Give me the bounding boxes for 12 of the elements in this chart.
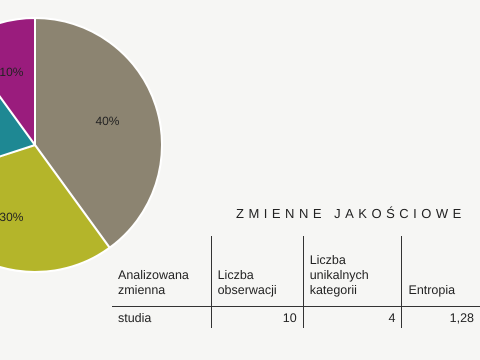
- data-label: 10%: [0, 64, 24, 79]
- text: Liczba obserwacji: [211, 236, 304, 306]
- text: Liczba unikalnych kategorii: [303, 236, 402, 306]
- text: 4: [303, 306, 402, 328]
- text: Entropia: [402, 236, 480, 306]
- data-label: 40%: [95, 114, 120, 128]
- text: 10: [211, 306, 304, 328]
- data-label: 30%: [0, 210, 24, 224]
- text: studia: [117, 310, 152, 327]
- text: ZMIENNE JAKOŚCIOWE: [236, 206, 466, 221]
- text: Analizowana zmienna: [112, 236, 212, 306]
- text: 1,28: [402, 306, 480, 328]
